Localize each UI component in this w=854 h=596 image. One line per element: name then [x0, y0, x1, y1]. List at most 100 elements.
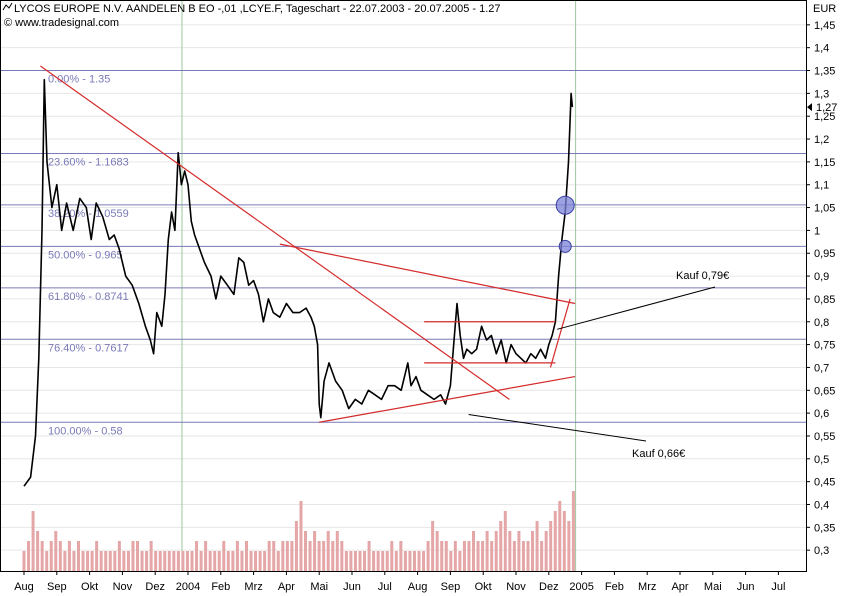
volume-bar: [254, 551, 258, 571]
y-axis: 1,45 1,4 1,35 1,3 1,25 1,2 1,15 1,1 1,05 1 0,95 0,9…: [806, 20, 837, 557]
volume-bar: [490, 541, 494, 571]
price-series: [23, 78, 574, 487]
source-credit: © www.tradesignal.com: [4, 17, 119, 29]
y-tick-label: 0,45: [814, 477, 835, 489]
y-tick-label: 0,5: [814, 454, 829, 466]
volume-bar: [185, 551, 189, 571]
volume-bar: [249, 551, 253, 571]
x-tick-label: Nov: [506, 581, 526, 593]
x-tick-label: Mrz: [638, 581, 656, 593]
volume-bar: [408, 551, 412, 571]
volume-bar: [267, 541, 271, 571]
x-tick-label: Okt: [81, 581, 98, 593]
x-tick-label: Mai: [310, 581, 328, 593]
volume-bar: [553, 511, 557, 571]
volume-bar: [308, 541, 312, 571]
volume-bar: [99, 551, 103, 571]
x-tick-label: Nov: [113, 581, 133, 593]
volume-bar: [244, 541, 248, 571]
y-tick-label: 0,7: [814, 362, 829, 374]
volume-bar: [472, 531, 476, 571]
annotations: Kauf 0,79€ Kauf 0,66€: [468, 270, 729, 460]
volume-bar: [521, 541, 525, 571]
volume-bar: [285, 541, 289, 571]
y-tick-label: 1,45: [814, 20, 835, 32]
volume-bar: [494, 531, 498, 571]
volume-bar: [358, 551, 362, 571]
volume-bar: [412, 551, 416, 571]
x-tick-label: Jun: [737, 581, 755, 593]
volume-bar: [467, 541, 471, 571]
volume-bar: [181, 551, 185, 571]
volume-bar: [294, 521, 298, 571]
fib-label: 23.60% - 1.1683: [48, 157, 129, 169]
volume-bar: [126, 551, 130, 571]
x-tick-label: Jul: [378, 581, 392, 593]
volume-bar: [567, 521, 571, 571]
y-tick-label: 0,85: [814, 294, 835, 306]
x-tick-label: 2005: [569, 581, 593, 593]
volume-bar: [458, 551, 462, 571]
volume-bar: [403, 551, 407, 571]
annotation-arrow: [557, 286, 716, 330]
x-tick-label: Aug: [14, 581, 34, 593]
fib-label: 61.80% - 0.8741: [48, 291, 129, 303]
volume-bar: [512, 541, 516, 571]
y-tick-label: 1,25: [814, 111, 835, 123]
fib-label: 0.00% - 1.35: [48, 74, 110, 86]
chart-title: LYCOS EUROPE N.V. AANDELEN B EO -,01 ,LC…: [14, 3, 501, 15]
x-tick-label: Mai: [704, 581, 722, 593]
volume-bar: [558, 501, 562, 571]
volume-bar: [31, 511, 35, 571]
volume-bar: [485, 531, 489, 571]
volume-bar: [204, 541, 208, 571]
volume-bar: [36, 531, 40, 571]
trendline: [319, 375, 576, 423]
volume-bar: [195, 541, 199, 571]
x-tick-label: Okt: [475, 581, 492, 593]
x-tick-label: Apr: [278, 581, 295, 593]
volume-bar: [540, 541, 544, 571]
last-price-label: 1,27: [816, 102, 837, 114]
volume-bar: [535, 521, 539, 571]
x-tick-label: Jun: [343, 581, 361, 593]
volume-bars: [22, 491, 575, 571]
volume-bar: [208, 551, 212, 571]
y-tick-label: 0,8: [814, 317, 829, 329]
volume-bar: [104, 551, 108, 571]
volume-bar: [86, 551, 90, 571]
volume-bar: [58, 541, 62, 571]
volume-bar: [299, 501, 303, 571]
volume-bar: [122, 551, 126, 571]
volume-bar: [199, 551, 203, 571]
volume-bar: [49, 541, 53, 571]
volume-bar: [176, 551, 180, 571]
volume-bar: [417, 551, 421, 571]
volume-bar: [140, 551, 144, 571]
volume-bar: [340, 541, 344, 571]
volume-bar: [503, 511, 507, 571]
y-tick-label: 0,95: [814, 248, 835, 260]
volume-bar: [426, 541, 430, 571]
volume-bar: [326, 531, 330, 571]
x-tick-label: Apr: [671, 581, 688, 593]
volume-bar: [571, 491, 575, 571]
volume-bar: [353, 551, 357, 571]
y-tick-label: 0,3: [814, 545, 829, 557]
volume-bar: [349, 551, 353, 571]
y-tick-label: 0,9: [814, 271, 829, 283]
x-tick-label: Feb: [211, 581, 230, 593]
volume-bar: [531, 531, 535, 571]
volume-bar: [422, 551, 426, 571]
volume-bar: [462, 541, 466, 571]
volume-bar: [45, 551, 49, 571]
trendline: [279, 243, 576, 305]
volume-bar: [190, 551, 194, 571]
volume-bar: [322, 541, 326, 571]
volume-bar: [263, 551, 267, 571]
x-tick-label: Feb: [605, 581, 624, 593]
volume-bar: [222, 541, 226, 571]
volume-bar: [517, 531, 521, 571]
volume-bar: [435, 531, 439, 571]
volume-bar: [272, 541, 276, 571]
